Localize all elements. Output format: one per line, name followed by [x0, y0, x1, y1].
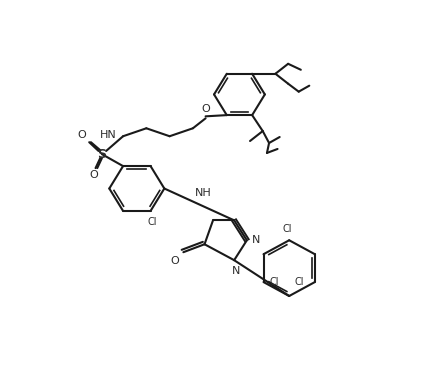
Text: N: N	[252, 235, 260, 245]
Text: S: S	[98, 148, 106, 161]
Text: Cl: Cl	[282, 224, 292, 234]
Text: Cl: Cl	[295, 277, 304, 287]
Text: HN: HN	[100, 130, 117, 141]
Text: O: O	[77, 130, 86, 140]
Text: O: O	[201, 104, 210, 114]
Text: Cl: Cl	[270, 277, 279, 287]
Text: O: O	[170, 256, 179, 266]
Text: NH: NH	[195, 189, 212, 199]
Text: O: O	[89, 170, 98, 180]
Text: Cl: Cl	[148, 217, 158, 227]
Text: N: N	[232, 266, 240, 276]
